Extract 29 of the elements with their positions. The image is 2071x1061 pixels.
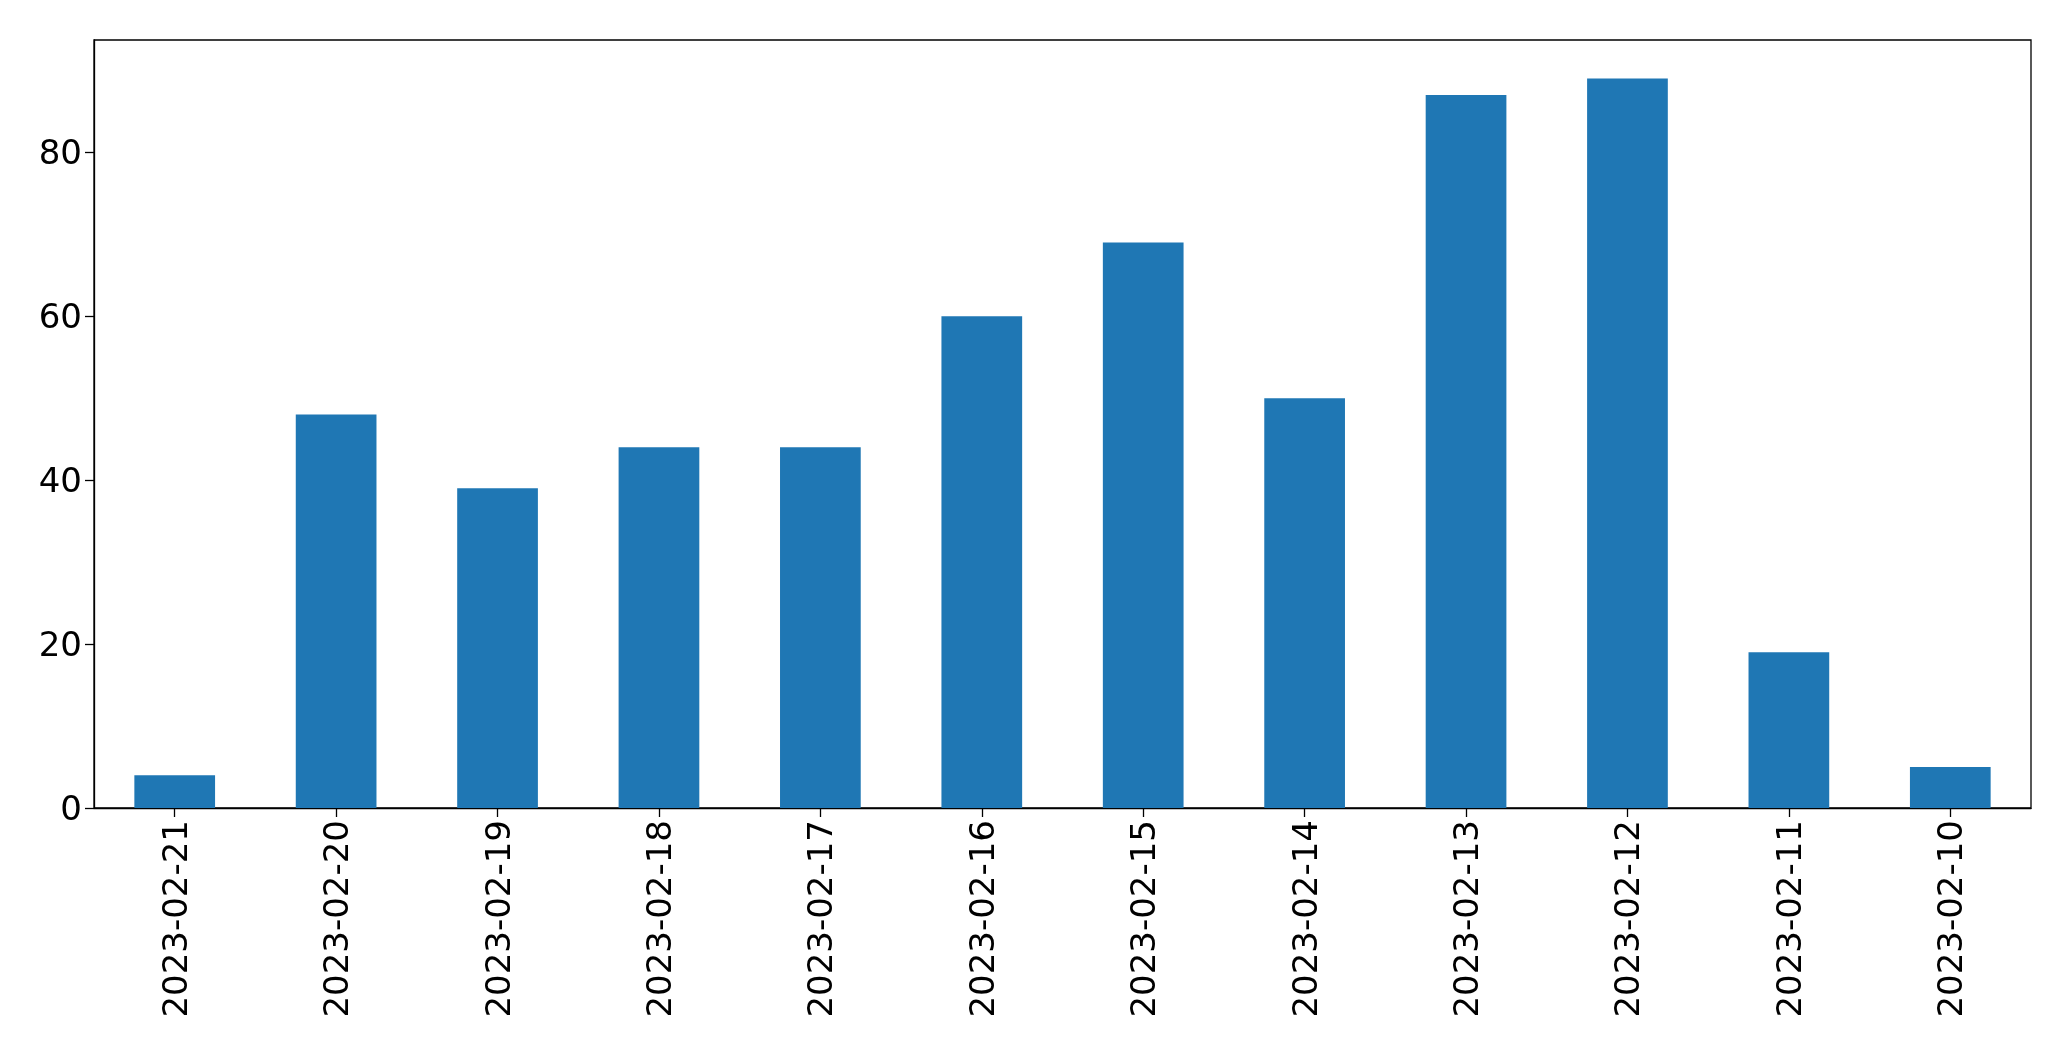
bar: [1748, 652, 1830, 808]
bar: [941, 316, 1023, 808]
bar: [1425, 94, 1507, 808]
bar: [1909, 767, 1991, 808]
x-tick-label: 2023-02-19: [477, 820, 518, 1018]
x-tick-label: 2023-02-10: [1930, 820, 1971, 1018]
bar: [1587, 78, 1668, 808]
x-tick-label: 2023-02-16: [961, 820, 1002, 1018]
bar: [457, 488, 538, 808]
y-tick-label: 80: [38, 132, 82, 173]
bar: [295, 414, 377, 808]
bar: [1264, 398, 1345, 808]
y-tick-label: 20: [38, 624, 82, 665]
x-tick-label: 2023-02-12: [1607, 820, 1648, 1018]
bar: [780, 447, 861, 808]
bar: [1102, 242, 1184, 808]
x-tick-label: 2023-02-18: [638, 820, 679, 1018]
x-tick-label: 2023-02-20: [316, 820, 357, 1018]
bar: [618, 447, 700, 808]
x-tick-label: 2023-02-21: [154, 820, 195, 1018]
bar: [134, 775, 216, 808]
x-tick-label: 2023-02-17: [800, 820, 841, 1018]
x-tick-label: 2023-02-13: [1446, 820, 1487, 1018]
y-tick-label: 60: [38, 296, 82, 337]
y-tick-label: 0: [60, 788, 82, 828]
x-tick-label: 2023-02-11: [1768, 820, 1809, 1018]
y-tick-label: 40: [38, 460, 82, 501]
x-tick-label: 2023-02-14: [1284, 820, 1325, 1018]
x-tick-label: 2023-02-15: [1123, 820, 1164, 1018]
